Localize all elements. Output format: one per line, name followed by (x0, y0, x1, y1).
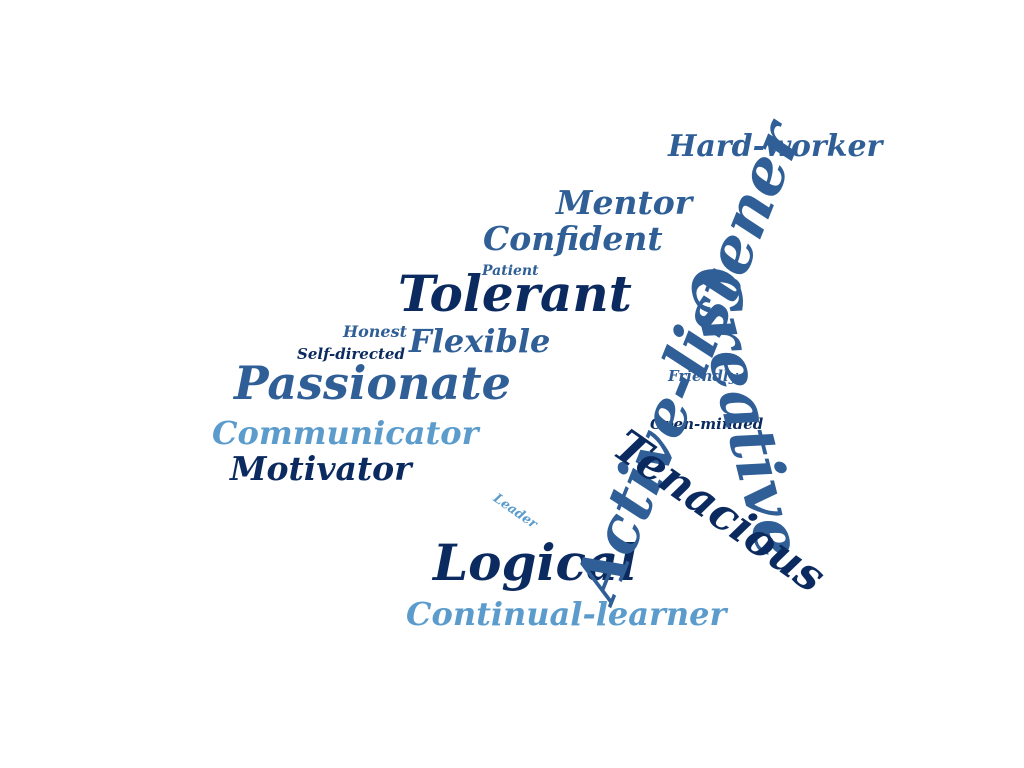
word-leader: Leader (490, 491, 540, 532)
word-passionate: Passionate (234, 356, 511, 410)
word-confident: Confident (483, 219, 663, 258)
word-tolerant: Tolerant (398, 264, 632, 323)
word-communicator: Communicator (212, 414, 479, 452)
word-honest: Honest (343, 322, 407, 341)
word-continual-learner: Continual-learner (406, 595, 727, 633)
word-patient: Patient (482, 263, 539, 279)
word-self-directed: Self-directed (297, 345, 405, 363)
word-hard-worker: Hard-worker (668, 129, 883, 164)
word-motivator: Motivator (230, 449, 412, 488)
word-mentor: Mentor (556, 183, 693, 222)
word-flexible: Flexible (409, 322, 551, 360)
word-friendly: Friendly (668, 367, 738, 385)
word-logical: Logical (433, 533, 638, 592)
word-open-minded: Open-minded (650, 415, 764, 433)
